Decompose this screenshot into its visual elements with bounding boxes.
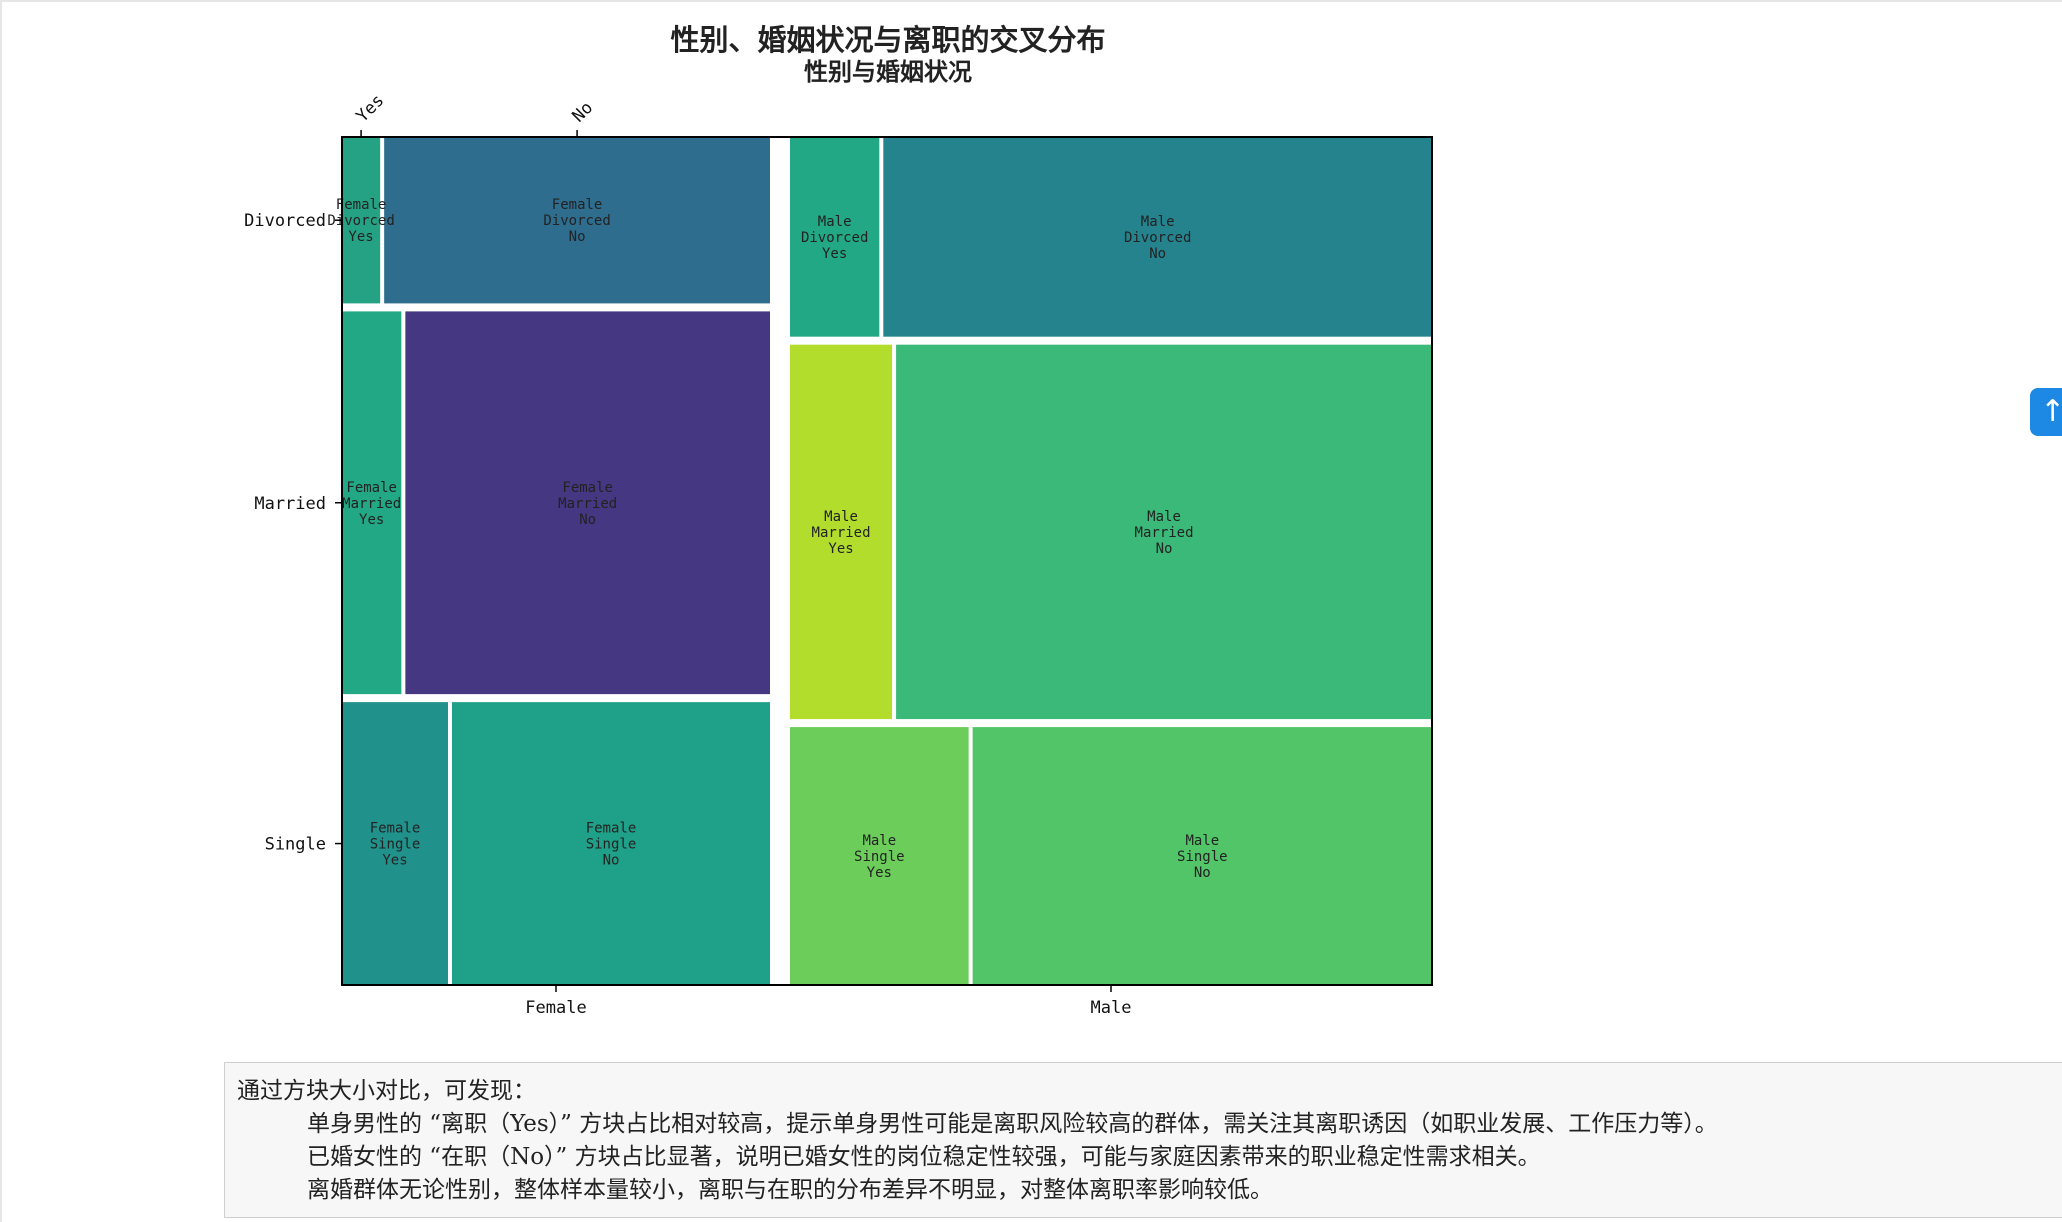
mosaic-cell-male-married-no — [896, 344, 1432, 720]
cell-label: Male — [818, 214, 852, 230]
cell-label: Divorced — [1124, 230, 1191, 246]
chart-title: 性别、婚姻状况与离职的交叉分布 — [670, 23, 1105, 57]
cell-label: Yes — [382, 853, 407, 869]
cell-label: Yes — [867, 865, 892, 881]
chart-subtitle: 性别与婚姻状况 — [804, 58, 972, 86]
mosaic-cell-male-divorced-no — [883, 137, 1432, 337]
cell-label: Female — [586, 821, 637, 837]
plot-frame — [341, 136, 1433, 986]
cell-label: Female — [336, 197, 387, 213]
cell-label: Female — [552, 197, 603, 213]
cell-label: Male — [1147, 509, 1181, 525]
cell-label: Female — [562, 480, 613, 496]
mosaic-cell-female-married-yes — [342, 311, 402, 695]
cell-label: No — [1149, 246, 1166, 262]
y-tick-label: Single — [265, 835, 326, 855]
y-tick-label: Divorced — [244, 211, 326, 231]
cell-label: Yes — [348, 229, 373, 245]
cell-label: Married — [1135, 525, 1194, 541]
scroll-to-top-button[interactable]: ↑ — [2030, 388, 2062, 436]
cell-label: Married — [558, 496, 617, 512]
cell-label: Male — [1141, 214, 1175, 230]
cell-label: Divorced — [543, 213, 610, 229]
cell-label: No — [579, 512, 596, 528]
mosaic-cell-male-single-yes — [790, 727, 969, 985]
mosaic-cell-female-divorced-no — [384, 137, 770, 304]
frame-left-border — [0, 0, 2, 1222]
cell-label: Yes — [828, 541, 853, 557]
cell-label: No — [1194, 865, 1211, 881]
cell-label: Female — [370, 821, 421, 837]
notes-point: 单身男性的 “离职（Yes）” 方块占比相对较高，提示单身男性可能是离职风险较高… — [307, 1111, 1718, 1137]
notes-point: 已婚女性的 “在职（No）” 方块占比显著，说明已婚女性的岗位稳定性较强，可能与… — [307, 1144, 1541, 1170]
mosaic-cell-male-divorced-yes — [790, 137, 880, 337]
arrow-up-icon: ↑ — [2040, 394, 2062, 429]
mosaic-cell-male-single-no — [972, 727, 1432, 985]
mosaic-chart: 性别、婚姻状况与离职的交叉分布 性别与婚姻状况 FemaleDivorcedYe… — [244, 23, 1433, 1018]
cell-label: Male — [824, 509, 858, 525]
y-tick-label: Married — [254, 494, 326, 514]
cell-label: Divorced — [327, 213, 394, 229]
cell-label: Divorced — [801, 230, 868, 246]
cell-label: Single — [854, 849, 905, 865]
cell-label: Single — [370, 837, 421, 853]
cell-label: No — [1156, 541, 1173, 557]
cell-label: Female — [346, 480, 397, 496]
notes-intro: 通过方块大小对比，可发现： — [237, 1078, 536, 1104]
x-tick-label: Female — [525, 998, 586, 1018]
frame-top-border — [0, 0, 2062, 2]
top-tick-label: No — [568, 98, 597, 127]
cell-label: Yes — [359, 512, 384, 528]
mosaic-cell-female-single-no — [452, 702, 770, 985]
notes-point: 离婚群体无论性别，整体样本量较小，离职与在职的分布差异不明显，对整体离职率影响较… — [307, 1177, 1273, 1203]
cell-label: No — [603, 853, 620, 869]
cell-label: Male — [1185, 833, 1219, 849]
top-tick-label: Yes — [352, 91, 388, 127]
cell-label: Single — [1177, 849, 1228, 865]
x-tick-label: Male — [1091, 998, 1132, 1018]
mosaic-cell-female-single-yes — [342, 702, 448, 985]
cell-label: Married — [812, 525, 871, 541]
mosaic-cell-female-married-no — [405, 311, 770, 695]
cell-label: Single — [586, 837, 637, 853]
cell-label: Yes — [822, 246, 847, 262]
cell-label: Male — [862, 833, 896, 849]
mosaic-cell-female-divorced-yes — [342, 137, 381, 304]
cell-label: Married — [342, 496, 401, 512]
mosaic-cell-male-married-yes — [790, 344, 893, 720]
notes-box: 通过方块大小对比，可发现： 单身男性的 “离职（Yes）” 方块占比相对较高，提… — [224, 1062, 2062, 1218]
cell-label: No — [569, 229, 586, 245]
